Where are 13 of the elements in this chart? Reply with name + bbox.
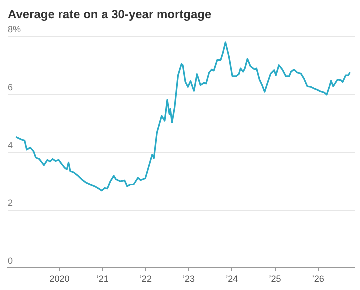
y-tick-label: 6 — [8, 82, 14, 92]
x-tick-label: ’26 — [312, 274, 324, 284]
y-tick-label: 0 — [8, 256, 14, 266]
x-tick-label: ’24 — [226, 274, 238, 284]
chart-title: Average rate on a 30-year mortgage — [8, 8, 212, 22]
y-tick-label: 8% — [8, 24, 22, 34]
y-tick-label: 2 — [8, 198, 14, 208]
x-tick-label: ’22 — [140, 274, 152, 284]
x-tick-label: ’23 — [183, 274, 196, 284]
y-tick-label: 4 — [8, 140, 14, 150]
x-tick-label: ’25 — [269, 274, 282, 284]
x-tick-label: 2020 — [50, 274, 70, 284]
x-tick-label: ’21 — [96, 274, 109, 284]
